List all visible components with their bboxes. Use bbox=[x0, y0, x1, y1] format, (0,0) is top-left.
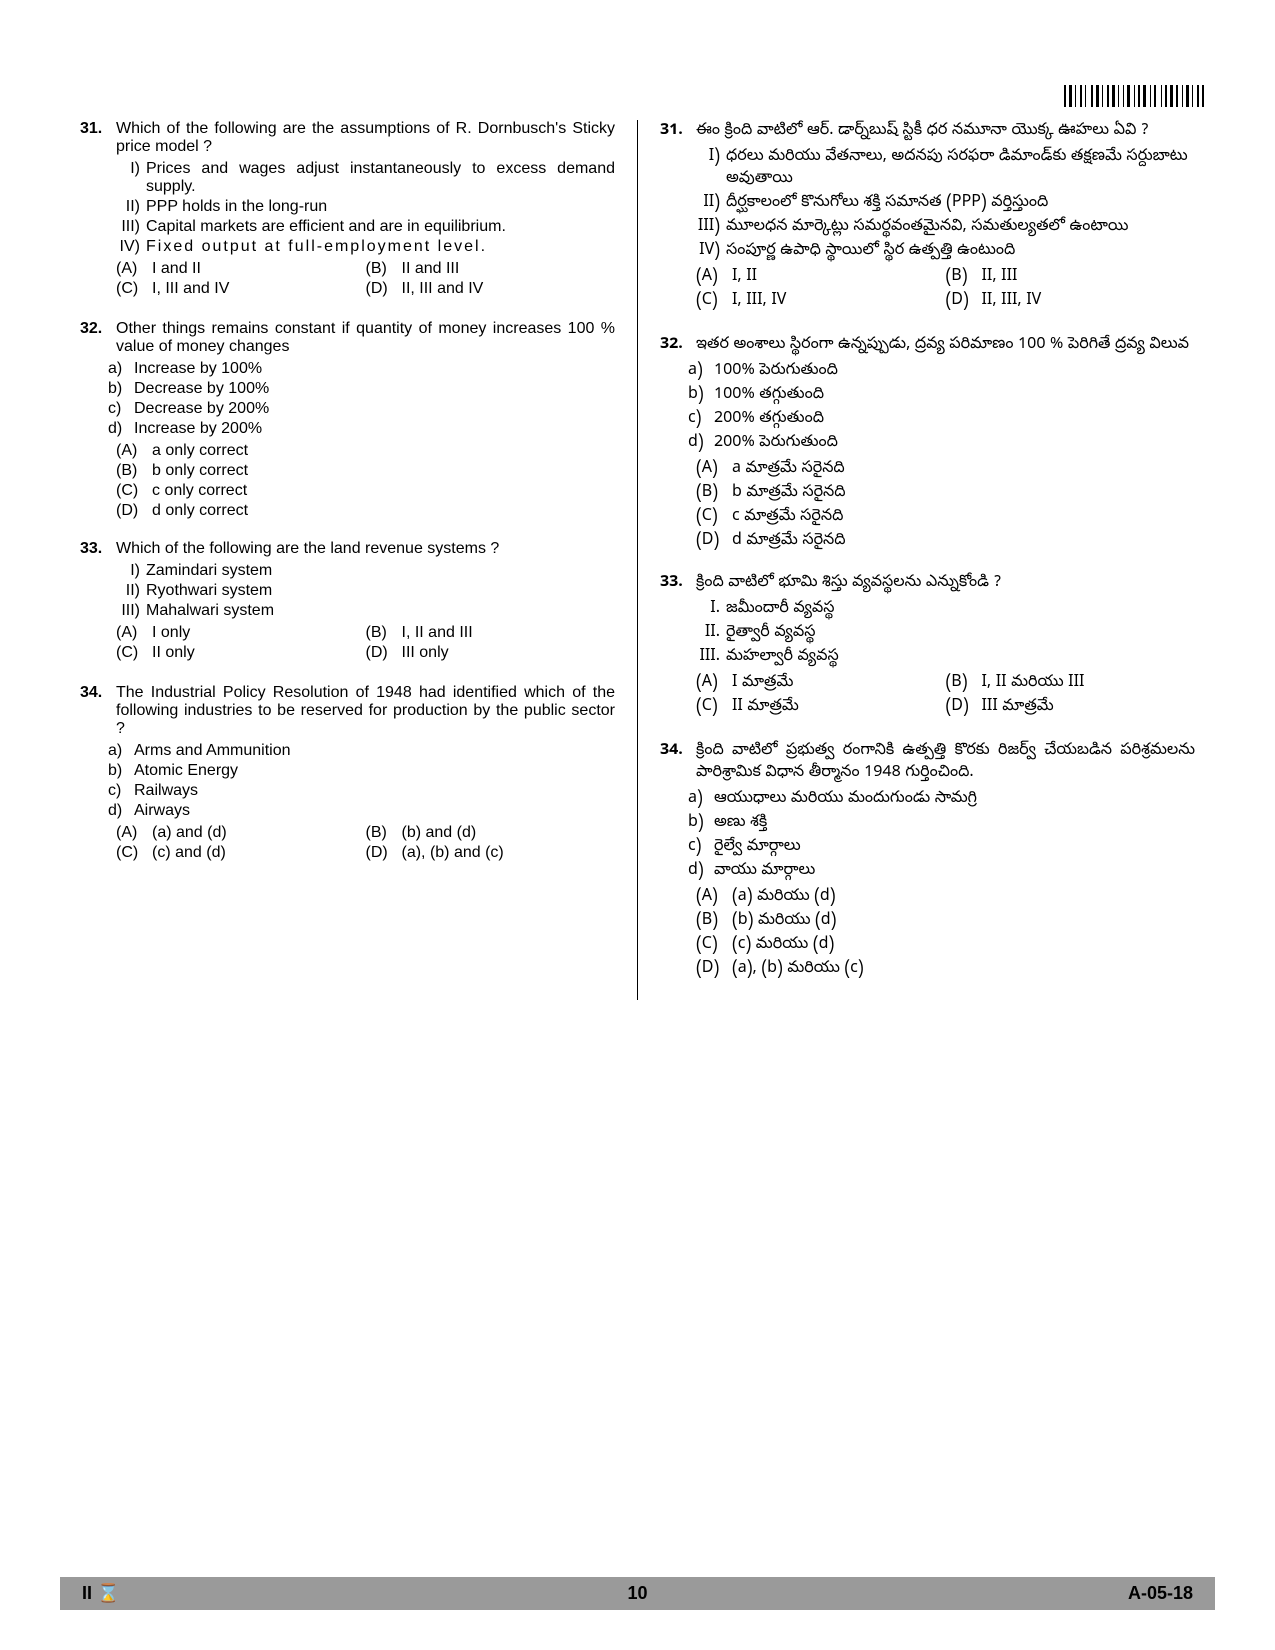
alpha-list: a)Increase by 100% b)Decrease by 100% c)… bbox=[108, 360, 615, 438]
option-d[interactable]: (D)III మాత్రమే bbox=[946, 696, 1196, 718]
q-text: క్రింది వాటిలో ప్రభుత్వ రంగానికి ఉత్పత్త… bbox=[696, 740, 1195, 784]
options: (A)I and II (B)II and III (C)I, III and … bbox=[116, 260, 615, 300]
question-33-en: 33. Which of the following are the land … bbox=[80, 540, 615, 664]
option-a[interactable]: (A)I only bbox=[116, 624, 366, 642]
option-d[interactable]: (D)III only bbox=[366, 644, 616, 662]
options: (A)a only correct (B)b only correct (C)c… bbox=[116, 442, 615, 520]
question-31-te: 31. ఈం క్రింది వాటిలో ఆర్. డార్న్‌బుష్ స… bbox=[660, 120, 1195, 314]
page-number: 10 bbox=[627, 1583, 647, 1604]
q-number: 32. bbox=[660, 334, 696, 356]
options: (A)a మాత్రమే సరైనది (B)b మాత్రమే సరైనది … bbox=[696, 458, 1195, 552]
option-b[interactable]: (B)I, II మరియు III bbox=[946, 672, 1196, 694]
options: (A)I, II (B)II, III (C)I, III, IV (D)II,… bbox=[696, 266, 1195, 314]
question-33-te: 33. క్రింది వాటిలో భూమి శిస్తు వ్యవస్థలన… bbox=[660, 572, 1195, 720]
roman-list: I)ధరలు మరియు వేతనాలు, అదనపు సరఫరా డిమాండ… bbox=[688, 146, 1195, 262]
option-c[interactable]: (C)I, III and IV bbox=[116, 280, 366, 298]
paper-code: A-05-18 bbox=[1128, 1583, 1193, 1604]
option-a[interactable]: (A)(a) మరియు (d) bbox=[696, 886, 1195, 908]
option-d[interactable]: (D)(a), (b) మరియు (c) bbox=[696, 958, 1195, 980]
q-text: ఇతర అంశాలు స్థిరంగా ఉన్నప్పుడు, ద్రవ్య ప… bbox=[696, 334, 1195, 356]
q-text: ఈం క్రింది వాటిలో ఆర్. డార్న్‌బుష్ స్టిక… bbox=[696, 120, 1195, 142]
option-c[interactable]: (C)(c) మరియు (d) bbox=[696, 934, 1195, 956]
q-number: 34. bbox=[660, 740, 696, 762]
option-d[interactable]: (D)d మాత్రమే సరైనది bbox=[696, 530, 1195, 552]
roman-list: I)Zamindari system II)Ryothwari system I… bbox=[108, 562, 615, 620]
footer-left: II ⌛ bbox=[82, 1583, 119, 1604]
option-b[interactable]: (B)(b) and (d) bbox=[366, 824, 616, 842]
option-b[interactable]: (B)II and III bbox=[366, 260, 616, 278]
roman-list: I)Prices and wages adjust instantaneousl… bbox=[108, 160, 615, 256]
q-text: Which of the following are the assumptio… bbox=[116, 120, 615, 156]
option-a[interactable]: (A)(a) and (d) bbox=[116, 824, 366, 842]
options: (A)(a) and (d) (B)(b) and (d) (C)(c) and… bbox=[116, 824, 615, 864]
barcode bbox=[1064, 85, 1205, 115]
option-b[interactable]: (B)b only correct bbox=[116, 462, 615, 480]
option-c[interactable]: (C)c మాత్రమే సరైనది bbox=[696, 506, 1195, 528]
option-a[interactable]: (A)a మాత్రమే సరైనది bbox=[696, 458, 1195, 480]
alpha-list: a)ఆయుధాలు మరియు మందుగుండు సామగ్రి b)అణు … bbox=[688, 788, 1195, 882]
q-number: 31. bbox=[660, 120, 696, 142]
roman-list: I.జమీందారీ వ్యవస్థ II.రైత్వారీ వ్యవస్థ I… bbox=[688, 598, 1195, 668]
page-footer: II ⌛ 10 A-05-18 bbox=[60, 1577, 1215, 1610]
option-a[interactable]: (A)I మాత్రమే bbox=[696, 672, 946, 694]
q-number: 33. bbox=[660, 572, 696, 594]
option-d[interactable]: (D)II, III and IV bbox=[366, 280, 616, 298]
option-d[interactable]: (D)(a), (b) and (c) bbox=[366, 844, 616, 862]
option-c[interactable]: (C)I, III, IV bbox=[696, 290, 946, 312]
option-c[interactable]: (C)II మాత్రమే bbox=[696, 696, 946, 718]
q-text: Other things remains constant if quantit… bbox=[116, 320, 615, 356]
option-d[interactable]: (D)d only correct bbox=[116, 502, 615, 520]
q-number: 32. bbox=[80, 320, 116, 338]
question-31-en: 31. Which of the following are the assum… bbox=[80, 120, 615, 300]
q-number: 31. bbox=[80, 120, 116, 138]
question-32-te: 32. ఇతర అంశాలు స్థిరంగా ఉన్నప్పుడు, ద్రవ… bbox=[660, 334, 1195, 552]
question-32-en: 32. Other things remains constant if qua… bbox=[80, 320, 615, 520]
option-b[interactable]: (B)b మాత్రమే సరైనది bbox=[696, 482, 1195, 504]
q-text: The Industrial Policy Resolution of 1948… bbox=[116, 684, 615, 738]
option-a[interactable]: (A)I, II bbox=[696, 266, 946, 288]
question-34-en: 34. The Industrial Policy Resolution of … bbox=[80, 684, 615, 864]
options: (A)(a) మరియు (d) (B)(b) మరియు (d) (C)(c)… bbox=[696, 886, 1195, 980]
q-number: 33. bbox=[80, 540, 116, 558]
options: (A)I మాత్రమే (B)I, II మరియు III (C)II మా… bbox=[696, 672, 1195, 720]
q-number: 34. bbox=[80, 684, 116, 702]
option-b[interactable]: (B)I, II and III bbox=[366, 624, 616, 642]
option-b[interactable]: (B)II, III bbox=[946, 266, 1196, 288]
option-a[interactable]: (A)a only correct bbox=[116, 442, 615, 460]
option-c[interactable]: (C)c only correct bbox=[116, 482, 615, 500]
right-column: 31. ఈం క్రింది వాటిలో ఆర్. డార్న్‌బుష్ స… bbox=[638, 120, 1205, 1000]
alpha-list: a)Arms and Ammunition b)Atomic Energy c)… bbox=[108, 742, 615, 820]
q-text: క్రింది వాటిలో భూమి శిస్తు వ్యవస్థలను ఎన… bbox=[696, 572, 1195, 594]
option-b[interactable]: (B)(b) మరియు (d) bbox=[696, 910, 1195, 932]
option-c[interactable]: (C)(c) and (d) bbox=[116, 844, 366, 862]
option-a[interactable]: (A)I and II bbox=[116, 260, 366, 278]
left-column: 31. Which of the following are the assum… bbox=[70, 120, 638, 1000]
q-text: Which of the following are the land reve… bbox=[116, 540, 615, 558]
question-34-te: 34. క్రింది వాటిలో ప్రభుత్వ రంగానికి ఉత్… bbox=[660, 740, 1195, 980]
option-c[interactable]: (C)II only bbox=[116, 644, 366, 662]
options: (A)I only (B)I, II and III (C)II only (D… bbox=[116, 624, 615, 664]
exam-page: 31. Which of the following are the assum… bbox=[0, 0, 1275, 1640]
alpha-list: a)100% పెరుగుతుంది b)100% తగ్గుతుంది c)2… bbox=[688, 360, 1195, 454]
option-d[interactable]: (D)II, III, IV bbox=[946, 290, 1196, 312]
